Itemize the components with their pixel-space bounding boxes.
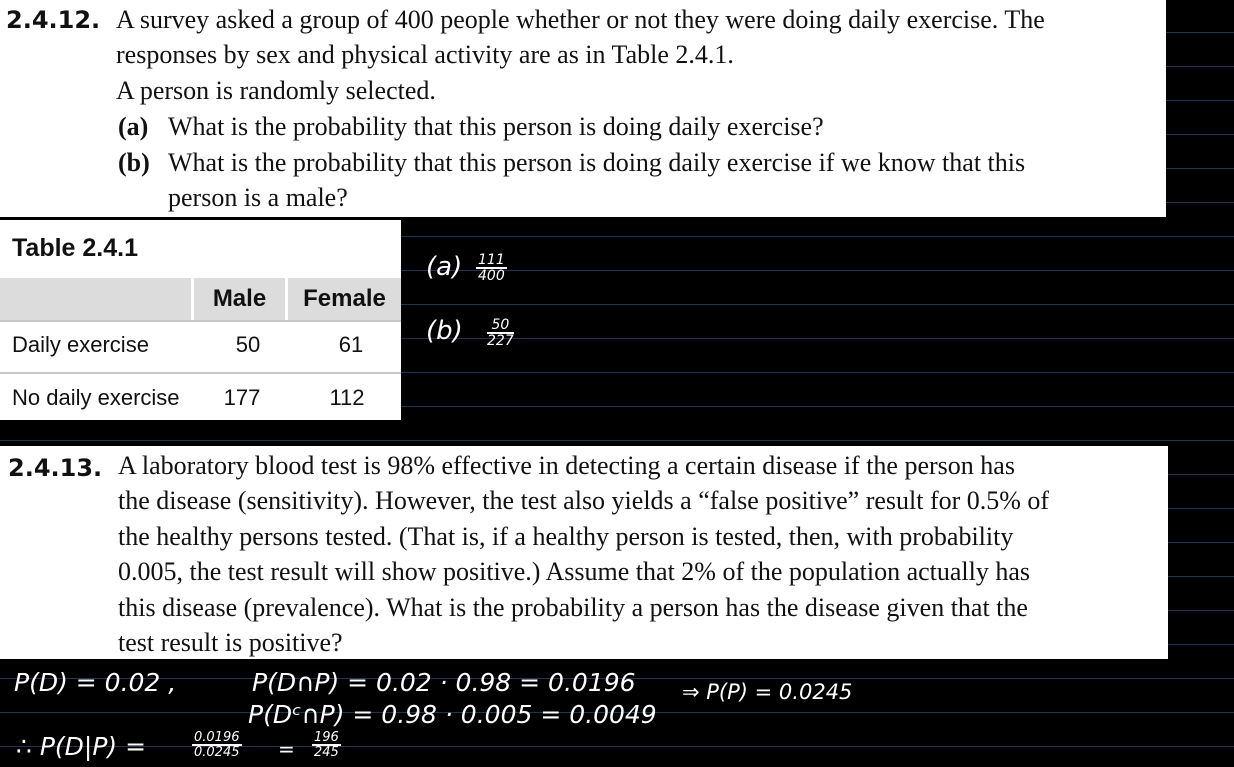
cell-daily-female: 61 [338, 332, 364, 357]
handwritten-b-label: (b) [426, 316, 463, 346]
table-rule [0, 320, 401, 322]
handwritten-a-label: (a) [426, 252, 463, 282]
part-b-question-cont: person is a male? [168, 183, 348, 212]
problem-number: 2.4.13. [8, 454, 103, 482]
part-b-question: What is the probability that this person… [168, 148, 1026, 177]
problem-number: 2.4.12. [6, 6, 101, 34]
cell-nodaily-male: 177 [223, 385, 261, 410]
handwritten-true-positive: P(D∩P) = 0.02 · 0.98 = 0.0196 [252, 668, 636, 697]
column-header-female: Female [288, 278, 401, 320]
handwritten-b-fraction: 50 227 [487, 317, 514, 349]
problem-line: test result is positive? [118, 628, 343, 657]
problem-line: responses by sex and physical activity a… [116, 40, 734, 69]
handwritten-total-positive: ⇒ P(P) = 0.0245 [682, 680, 853, 704]
cell-nodaily-female: 112 [329, 385, 365, 410]
handwritten-fraction-decimal: 0.0196 0.0245 [192, 730, 242, 760]
handwritten-false-positive: P(Dᶜ∩P) = 0.98 · 0.005 = 0.0049 [248, 700, 657, 729]
problem-line: A survey asked a group of 400 people whe… [116, 5, 1045, 34]
problem-line: the disease (sensitivity). However, the … [118, 486, 1050, 515]
handwritten-conclusion: ∴ P(D|P) = [16, 732, 147, 761]
column-header-male: Male [194, 278, 285, 320]
problem-line: the healthy persons tested. (That is, if… [118, 522, 1014, 551]
table-rule [0, 372, 401, 374]
part-a-label: (a) [118, 112, 149, 141]
part-a-question: What is the probability that this person… [168, 112, 824, 141]
problem-line: A person is randomly selected. [116, 76, 436, 105]
column-divider [191, 278, 194, 320]
handwritten-equals: = [278, 737, 295, 761]
handwritten-prevalence: P(D) = 0.02 , [14, 668, 177, 697]
row-label-no-daily-exercise: No daily exercise [12, 385, 180, 410]
problem-line: A laboratory blood test is 98% effective… [118, 451, 1015, 480]
column-divider [285, 278, 288, 320]
part-b-label: (b) [118, 148, 150, 177]
row-label-daily-exercise: Daily exercise [12, 332, 149, 357]
table-caption: Table 2.4.1 [12, 234, 138, 262]
cell-daily-male: 50 [235, 332, 261, 357]
problem-line: 0.005, the test result will show positiv… [118, 557, 1031, 586]
table-2-4-1: Table 2.4.1 Male Female Daily exercise 5… [0, 220, 401, 420]
problem-2-4-13-panel: 2.4.13. A laboratory blood test is 98% e… [0, 446, 1168, 659]
handwritten-fraction-final: 196 245 [312, 730, 341, 760]
problem-2-4-12-panel: 2.4.12. A survey asked a group of 400 pe… [0, 0, 1166, 217]
handwritten-a-fraction: 111 400 [476, 252, 507, 284]
problem-line: this disease (prevalence). What is the p… [118, 593, 1028, 622]
